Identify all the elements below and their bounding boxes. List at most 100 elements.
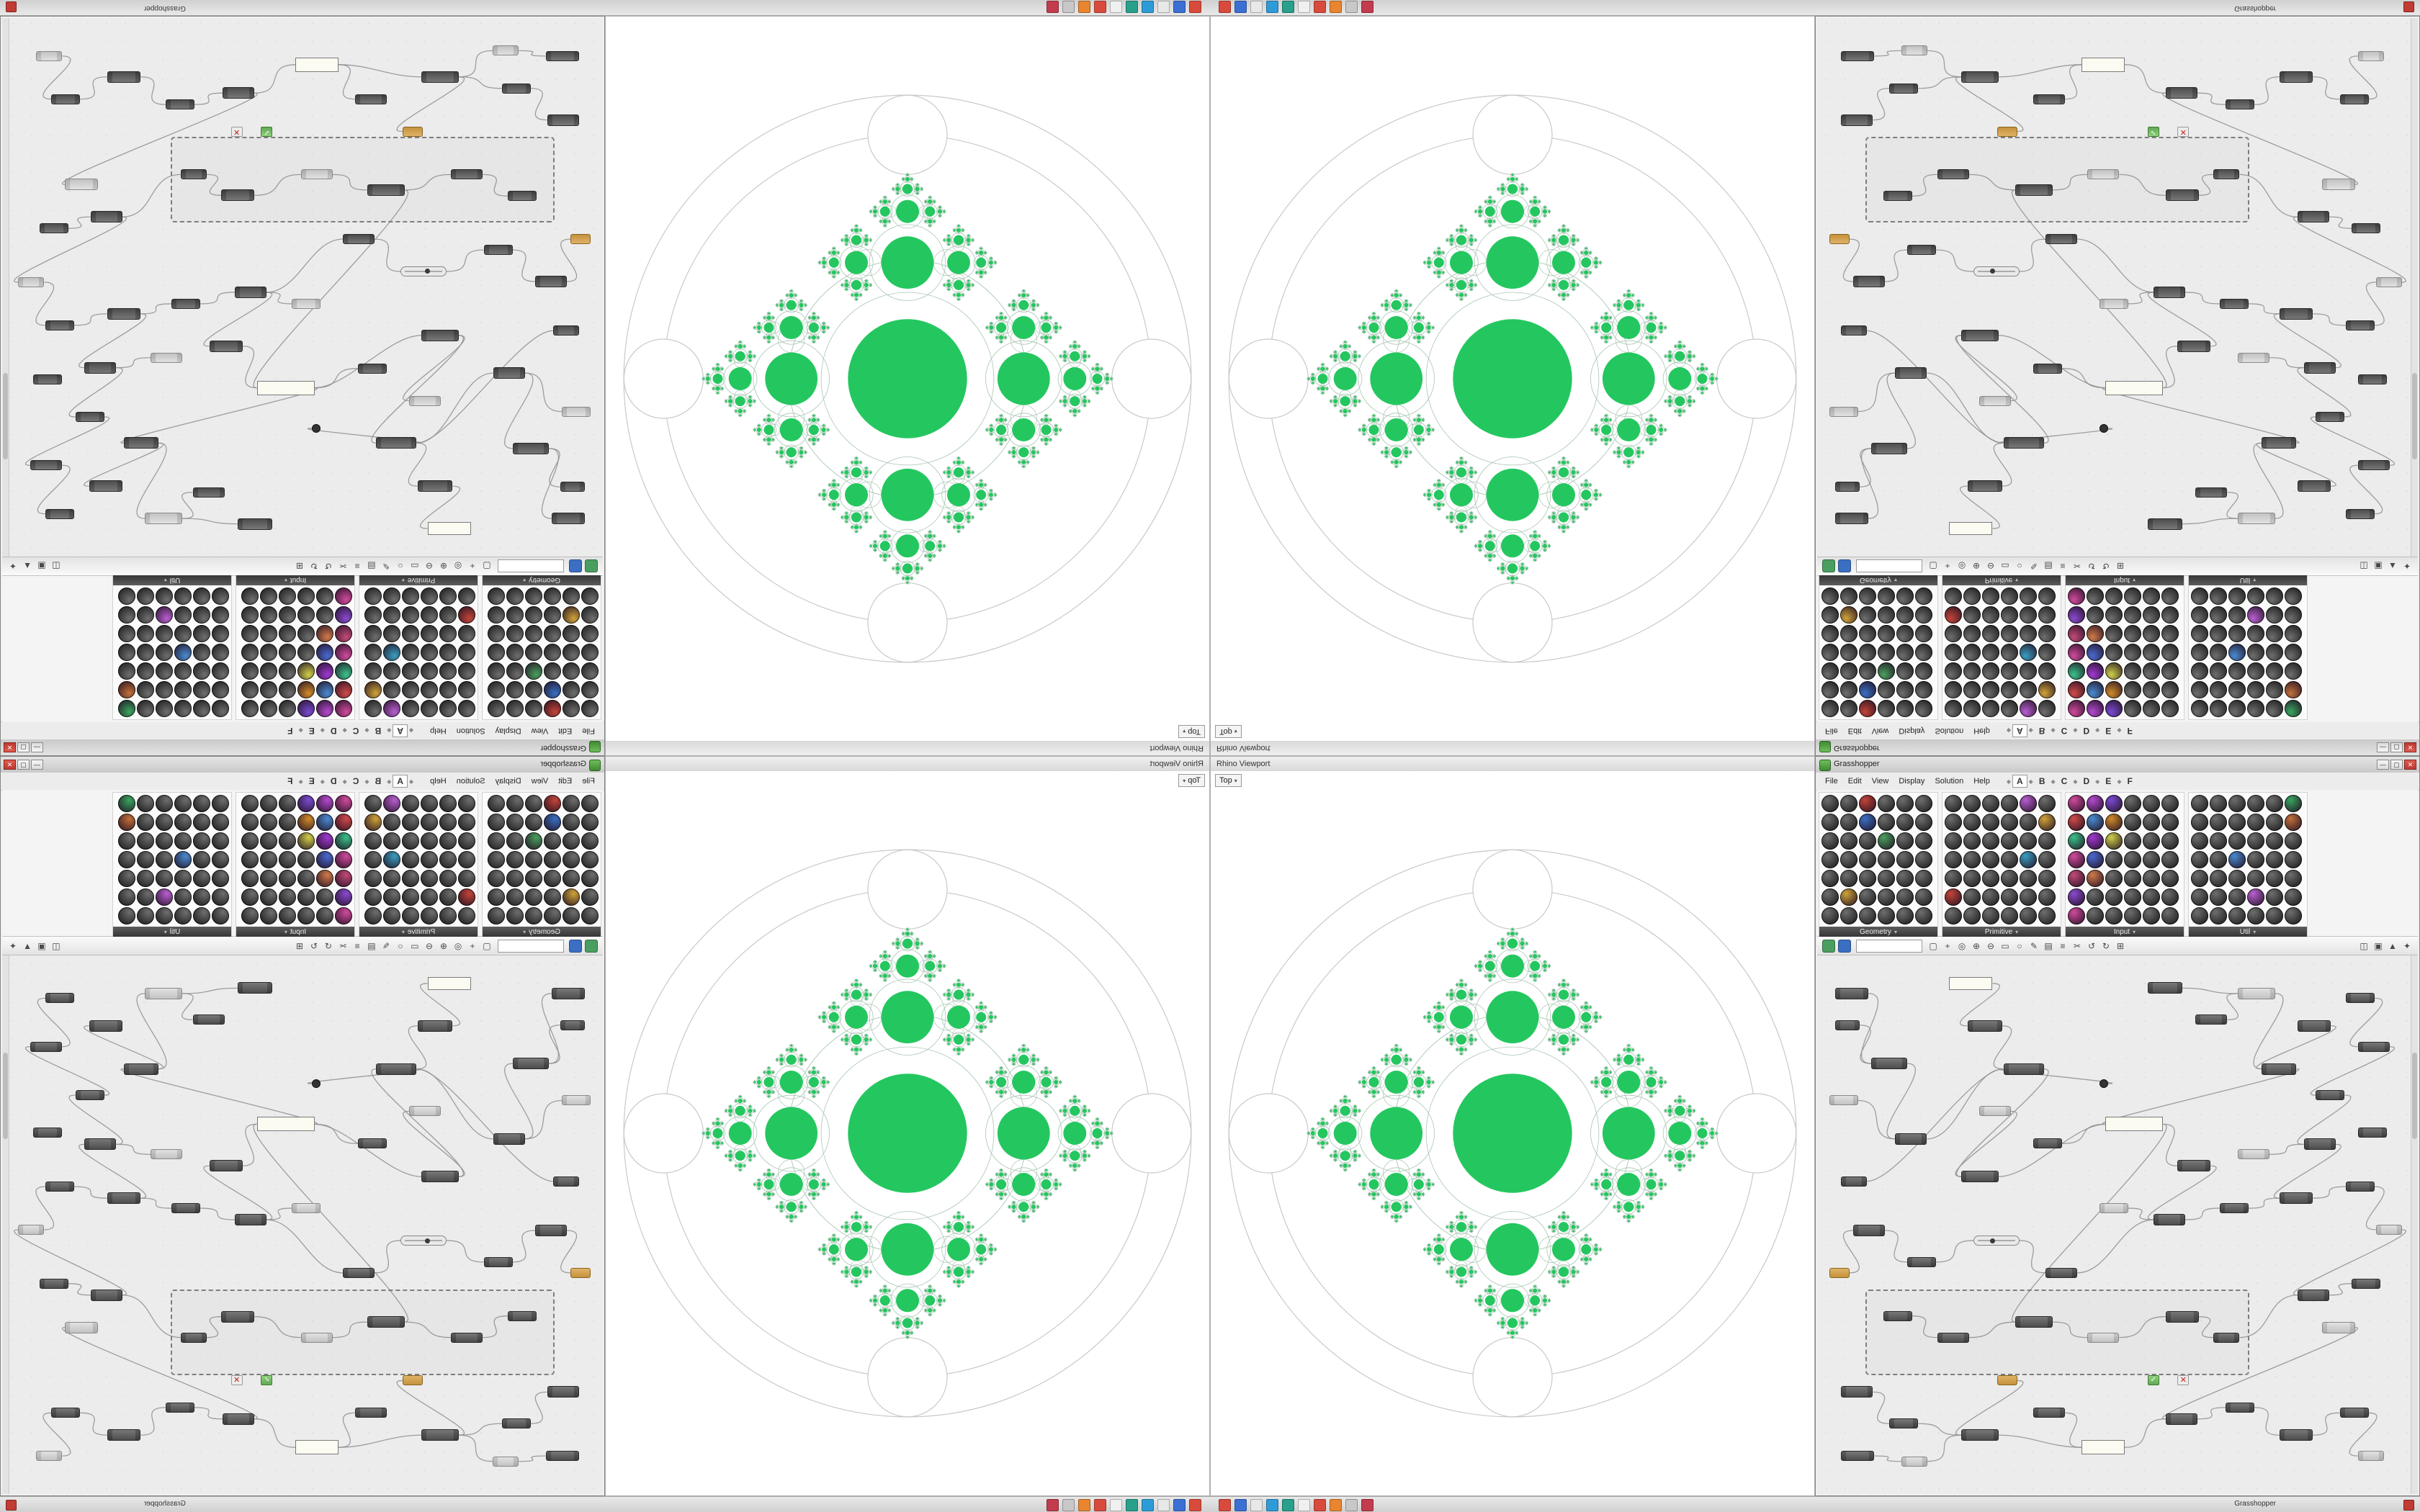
close-button[interactable]: ✕ [2404,742,2416,752]
component-icon[interactable] [2161,851,2179,868]
component-icon[interactable] [2087,662,2104,680]
component-icon[interactable] [193,795,210,812]
component-icon[interactable] [2247,870,2264,887]
menu-item-help[interactable]: Help [1973,726,1990,735]
component-icon[interactable] [2210,606,2227,624]
component-icon[interactable] [2105,588,2123,605]
grasshopper-titlebar[interactable]: Grasshopper — ▢ ✕ [1,757,604,773]
component-icon[interactable] [563,814,580,831]
gh-node[interactable] [2081,1440,2125,1455]
component-icon[interactable] [2228,888,2246,906]
canvas-zoom-field[interactable] [498,939,564,953]
scrollbar-thumb[interactable] [2412,373,2417,460]
component-icon[interactable] [335,700,352,717]
component-icon[interactable] [488,888,505,906]
component-icon[interactable] [1878,662,1895,680]
component-icon[interactable] [1840,795,1857,812]
component-icon[interactable] [1821,814,1839,831]
gh-node[interactable] [512,1058,549,1070]
component-icon[interactable] [439,625,457,642]
component-icon[interactable] [316,795,333,812]
component-icon[interactable] [137,832,154,850]
gh-node[interactable] [2213,169,2240,180]
component-icon[interactable] [156,606,173,624]
component-icon[interactable] [2068,814,2085,831]
gh-node[interactable] [2226,1402,2255,1413]
component-icon[interactable] [260,832,277,850]
component-icon[interactable] [2191,795,2208,812]
gh-node[interactable] [45,993,75,1004]
gh-node[interactable] [2280,1429,2313,1441]
canvas-tool-icon[interactable]: ▲ [2388,561,2397,572]
component-icon[interactable] [316,588,333,605]
component-icon[interactable] [581,870,599,887]
component-icon[interactable] [581,681,599,698]
component-icon[interactable] [1878,795,1895,812]
component-icon[interactable] [2038,907,2056,924]
gh-node[interactable] [2357,460,2390,471]
canvas-tool-icon[interactable]: ◫ [52,940,60,951]
gh-node[interactable] [171,1203,201,1214]
gh-node[interactable] [39,223,68,234]
canvas-tool-icon[interactable]: ✂ [2073,561,2081,572]
taskbar-app-icon[interactable] [1189,1,1201,13]
component-icon[interactable] [2020,832,2037,850]
gh-node[interactable] [402,1375,423,1386]
component-icon[interactable] [2038,795,2056,812]
gh-node[interactable] [551,513,585,525]
component-icon[interactable] [525,625,542,642]
component-icon[interactable] [1915,795,1932,812]
component-icon[interactable] [1840,814,1857,831]
canvas-tool-icon[interactable]: ▢ [483,561,491,572]
gh-node[interactable] [2352,1278,2381,1289]
component-icon[interactable] [1982,606,1999,624]
canvas-tool-icon[interactable]: ↺ [324,561,333,572]
component-icon[interactable] [2228,795,2246,812]
component-icon[interactable] [2210,588,2227,605]
gh-node[interactable] [1835,513,1869,525]
component-icon[interactable] [2228,644,2246,661]
component-icon[interactable] [335,625,352,642]
component-icon[interactable] [2038,644,2056,661]
canvas-tool-icon[interactable]: ◎ [454,561,462,572]
component-icon[interactable] [2038,700,2056,717]
component-icon[interactable] [316,606,333,624]
gh-node[interactable] [545,50,579,61]
component-icon[interactable] [439,662,457,680]
canvas-tool-icon[interactable]: ↻ [2102,940,2110,951]
component-icon[interactable] [364,851,382,868]
component-icon[interactable] [2124,700,2141,717]
gh-node[interactable] [107,307,140,320]
component-icon[interactable] [563,625,580,642]
component-icon[interactable] [544,832,561,850]
component-icon[interactable] [193,851,210,868]
canvas-tool-icon[interactable]: ▣ [2374,940,2383,951]
gh-node[interactable] [180,169,207,180]
menu-item-file[interactable]: File [1825,726,1838,735]
gh-node[interactable] [151,1149,183,1160]
canvas-tool-icon[interactable]: ⊞ [2116,940,2125,951]
taskbar-app-icon[interactable] [1047,1,1059,13]
toolbar-file-icon[interactable] [569,939,582,953]
component-tab-e[interactable]: E [308,776,315,786]
component-icon[interactable] [525,870,542,887]
gh-node[interactable] [1835,1020,1860,1030]
component-icon[interactable] [174,681,192,698]
component-icon[interactable] [563,588,580,605]
component-icon[interactable] [1945,606,1962,624]
component-tab-c[interactable]: C [352,776,359,786]
gh-node[interactable] [508,1310,537,1321]
component-icon[interactable] [2161,662,2179,680]
gh-node[interactable] [1979,1106,2012,1117]
maximize-button[interactable]: ▢ [2390,760,2403,770]
toolbar-file-icon[interactable] [1838,559,1851,573]
gh-node[interactable] [508,191,537,202]
toolbar-file-icon[interactable] [1822,939,1835,953]
component-icon[interactable] [1982,588,1999,605]
component-icon[interactable] [1963,625,1981,642]
gh-node[interactable] [295,1440,339,1455]
component-icon[interactable] [279,795,296,812]
component-icon[interactable] [458,832,475,850]
gh-node[interactable] [1901,45,1927,56]
gh-node[interactable] [1907,245,1937,256]
